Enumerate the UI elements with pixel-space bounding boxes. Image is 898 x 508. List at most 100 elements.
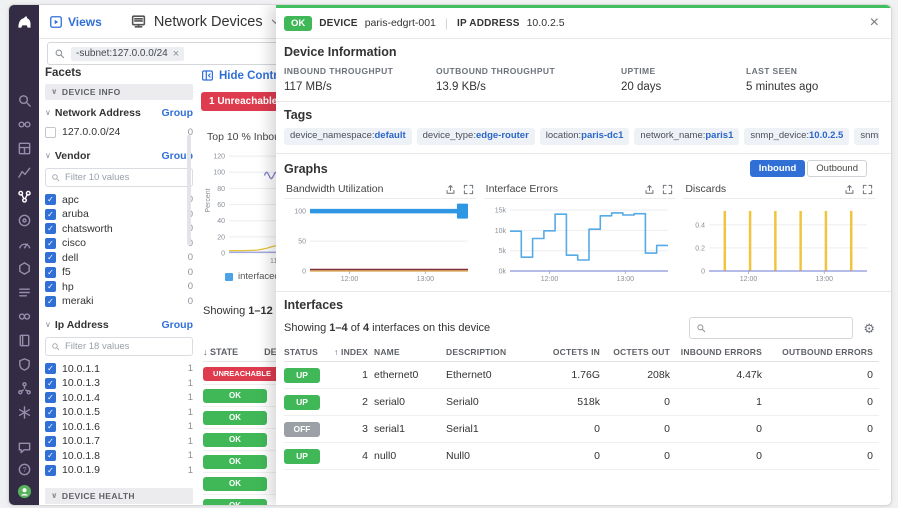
interface-row[interactable]: UP4null0Null00000 <box>284 443 879 470</box>
column-header[interactable]: OCTETS OUT <box>606 347 676 357</box>
tag-chip[interactable]: snmp_host:paris-edgrt-001 <box>854 128 879 145</box>
tag-chip[interactable]: network_name:paris1 <box>634 128 739 145</box>
chat-icon[interactable] <box>17 440 32 455</box>
help-icon[interactable]: ? <box>17 462 32 477</box>
interface-row[interactable]: UP2serial0Serial0518k010 <box>284 389 879 416</box>
page-title-group[interactable]: Network Devices <box>130 13 281 30</box>
expand-icon[interactable] <box>463 184 474 195</box>
facet-item[interactable]: ✓10.0.1.61 <box>45 420 193 435</box>
interface-row[interactable]: OFF3serial1Serial10000 <box>284 416 879 443</box>
facet-item[interactable]: ✓10.0.1.11 <box>45 362 193 377</box>
export-icon[interactable] <box>644 184 655 195</box>
checkbox[interactable]: ✓ <box>45 421 56 432</box>
facet-vendor-header[interactable]: ∨VendorGroup <box>45 150 193 162</box>
watchdog-icon[interactable] <box>17 117 32 132</box>
export-icon[interactable] <box>844 184 855 195</box>
monitors-icon[interactable] <box>17 237 32 252</box>
group-link[interactable]: Group <box>162 107 194 119</box>
checkbox[interactable]: ✓ <box>45 194 56 205</box>
facet-item[interactable]: ✓10.0.1.81 <box>45 449 193 464</box>
checkbox[interactable]: ✓ <box>45 392 56 403</box>
checkbox[interactable]: ✓ <box>45 363 56 374</box>
column-header[interactable]: NAME <box>374 347 446 357</box>
infrastructure-icon[interactable] <box>17 261 32 276</box>
facet-item[interactable]: ✓apc0 <box>45 193 193 208</box>
vendor-filter-input[interactable]: Filter 10 values <box>45 168 193 187</box>
search-icon[interactable] <box>17 93 32 108</box>
tag-chip[interactable]: device_type:edge-router <box>417 128 535 145</box>
facet-item[interactable]: ✓cisco0 <box>45 236 193 251</box>
tag-chip[interactable]: snmp_device:10.0.2.5 <box>744 128 849 145</box>
network-map-icon[interactable] <box>17 189 32 204</box>
facet-section-device-health[interactable]: ∨DEVICE HEALTH <box>45 488 193 504</box>
logs-icon[interactable] <box>17 285 32 300</box>
group-link[interactable]: Group <box>162 319 194 331</box>
interfaces-search-input[interactable] <box>689 317 853 339</box>
facet-item[interactable]: ✓10.0.1.31 <box>45 376 193 391</box>
ci-icon[interactable] <box>17 309 32 324</box>
checkbox[interactable]: ✓ <box>45 407 56 418</box>
column-header[interactable]: STATUS <box>284 347 334 357</box>
checkbox[interactable]: ✓ <box>45 450 56 461</box>
facet-item[interactable]: ✓10.0.1.51 <box>45 405 193 420</box>
checkbox[interactable]: ✓ <box>45 436 56 447</box>
column-header[interactable]: INBOUND ERRORS <box>676 347 768 357</box>
dashboards-icon[interactable] <box>17 141 32 156</box>
checkbox[interactable]: ✓ <box>45 378 56 389</box>
export-icon[interactable] <box>445 184 456 195</box>
checkbox[interactable]: ✓ <box>45 223 56 234</box>
datadog-logo-icon[interactable] <box>14 12 34 32</box>
facet-item[interactable]: ✓f50 <box>45 265 193 280</box>
facet-item[interactable]: ✓dell0 <box>45 251 193 266</box>
expand-icon[interactable] <box>862 184 873 195</box>
column-header[interactable]: OCTETS IN <box>536 347 606 357</box>
close-icon[interactable]: × <box>870 15 879 31</box>
workflows-icon[interactable] <box>17 381 32 396</box>
state-column-header[interactable]: ↓ STATE <box>203 347 238 357</box>
settings-icon[interactable] <box>17 405 32 420</box>
checkbox[interactable]: ✓ <box>45 252 56 263</box>
remove-filter-icon[interactable]: × <box>173 48 179 60</box>
facet-item[interactable]: ✓10.0.1.91 <box>45 463 193 478</box>
facet-item[interactable]: 127.0.0.0/240 <box>45 125 193 140</box>
ip-filter-input[interactable]: Filter 18 values <box>45 337 193 356</box>
gear-icon[interactable]: ⚙ <box>863 322 875 335</box>
checkbox[interactable]: ✓ <box>45 238 56 249</box>
facet-item[interactable]: ✓aruba0 <box>45 207 193 222</box>
facets-scrollbar[interactable] <box>187 135 191 245</box>
checkbox[interactable]: ✓ <box>45 296 56 307</box>
checkbox[interactable]: ✓ <box>45 465 56 476</box>
facet-ip-address-header[interactable]: ∨Ip AddressGroup <box>45 319 193 331</box>
facet-network-address-header[interactable]: ∨Network AddressGroup <box>45 107 193 119</box>
apm-icon[interactable] <box>17 213 32 228</box>
user-icon[interactable] <box>17 484 32 499</box>
checkbox[interactable]: ✓ <box>45 267 56 278</box>
checkbox[interactable]: ✓ <box>45 209 56 220</box>
facet-section-device-info[interactable]: ∨DEVICE INFO <box>45 84 193 100</box>
facet-item[interactable]: ✓10.0.1.71 <box>45 434 193 449</box>
column-header[interactable]: OUTBOUND ERRORS <box>768 347 879 357</box>
notebooks-icon[interactable] <box>17 333 32 348</box>
facet-item[interactable]: ✓meraki0 <box>45 294 193 309</box>
security-icon[interactable] <box>17 357 32 372</box>
unreachable-segment[interactable]: 1 Unreachable <box>201 92 285 111</box>
tag-chip[interactable]: location:paris-dc1 <box>540 128 630 145</box>
tag-chip[interactable]: device_namespace:default <box>284 128 412 145</box>
expand-icon[interactable] <box>662 184 673 195</box>
facet-item[interactable]: ✓hp0 <box>45 280 193 295</box>
facet-item[interactable]: ✓10.0.1.41 <box>45 391 193 406</box>
column-header[interactable]: ↑ INDEX <box>334 347 374 357</box>
toggle-inbound[interactable]: Inbound <box>750 160 805 177</box>
metrics-icon[interactable] <box>17 165 32 180</box>
interface-row[interactable]: UP1ethernet0Ethernet01.76G208k4.47k0 <box>284 362 879 389</box>
chart-bandwidth-utilization[interactable]: 10050012:0013:00 <box>284 199 474 283</box>
chart-interface-errors[interactable]: 15k10k5k0k12:0013:00 <box>484 199 674 283</box>
column-header[interactable]: DESCRIPTION <box>446 347 536 357</box>
checkbox[interactable] <box>45 127 56 138</box>
checkbox[interactable]: ✓ <box>45 281 56 292</box>
chart-discards[interactable]: 0.40.2012:0013:00 <box>683 199 873 283</box>
toggle-outbound[interactable]: Outbound <box>807 160 867 177</box>
views-button[interactable]: Views <box>49 15 102 29</box>
filter-tag[interactable]: -subnet:127.0.0.0/24 × <box>71 47 184 61</box>
facet-item[interactable]: ✓chatsworth0 <box>45 222 193 237</box>
